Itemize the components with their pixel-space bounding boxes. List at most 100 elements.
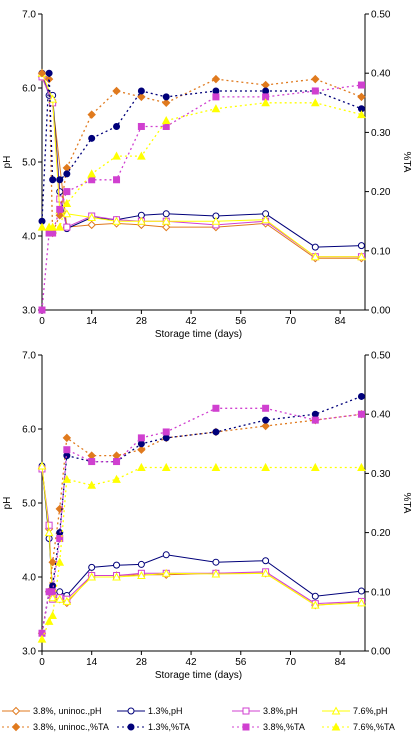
point	[48, 222, 57, 231]
point	[137, 151, 146, 160]
legend-label: 3.8%, uninoc.,pH	[33, 706, 102, 716]
point	[87, 212, 97, 221]
y-axis-label: pH	[2, 497, 13, 510]
point	[357, 587, 365, 595]
point	[137, 122, 145, 130]
y-tick-label: 6.0	[22, 425, 36, 436]
legend-label: 1.3%,%TA	[148, 722, 190, 732]
point	[137, 87, 145, 95]
series-7	[37, 98, 366, 231]
point	[357, 462, 366, 471]
point	[311, 410, 319, 418]
series-line	[42, 102, 362, 228]
point	[357, 598, 366, 607]
point	[161, 116, 171, 125]
point	[137, 434, 145, 442]
y-tick-label: 3.0	[22, 647, 36, 658]
point	[37, 461, 47, 470]
x-tick-label: 56	[235, 657, 247, 668]
point	[63, 446, 71, 454]
legend-label: 3.8%,%TA	[263, 722, 305, 732]
x-tick-label: 56	[235, 316, 247, 327]
point	[44, 528, 54, 537]
point	[44, 74, 54, 84]
point	[262, 557, 270, 565]
point	[88, 134, 96, 142]
legend-item: 7.6%,%TA	[322, 722, 395, 732]
point	[310, 462, 320, 471]
legend-item: 3.8%, uninoc.,%TA	[2, 722, 109, 732]
point	[88, 458, 96, 466]
legend-label: 7.6%,%TA	[353, 722, 395, 732]
series-0	[37, 464, 366, 610]
point	[310, 252, 320, 261]
point	[212, 558, 220, 566]
y2-tick-label: 0.10	[371, 587, 391, 598]
series-6	[38, 404, 365, 637]
legend-item: 1.3%,pH	[117, 706, 183, 716]
y-tick-label: 5.0	[22, 499, 36, 510]
y2-tick-label: 0.30	[371, 128, 391, 139]
point	[62, 198, 72, 207]
point	[62, 596, 72, 605]
point	[162, 428, 170, 436]
point	[161, 216, 171, 225]
x-tick-label: 42	[186, 657, 198, 668]
x-tick-label: 42	[186, 316, 198, 327]
legend-item: 3.8%,pH	[232, 706, 298, 716]
series-3	[37, 461, 366, 609]
legend-label: 7.6%,pH	[353, 706, 388, 716]
point	[162, 551, 170, 559]
point	[48, 557, 57, 567]
x-tick-label: 28	[136, 657, 148, 668]
y-tick-label: 5.0	[22, 158, 36, 169]
point	[45, 521, 53, 529]
point	[63, 223, 71, 231]
point	[48, 610, 57, 619]
x-tick-label: 84	[335, 316, 347, 327]
point	[242, 723, 250, 731]
point	[162, 98, 171, 108]
point	[137, 445, 146, 454]
point	[357, 242, 365, 250]
legend-item: 3.8%,%TA	[232, 722, 305, 732]
point	[211, 74, 221, 84]
point	[88, 176, 96, 184]
point	[311, 87, 319, 95]
y2-tick-label: 0.00	[371, 306, 391, 317]
y2-tick-label: 0.20	[371, 528, 391, 539]
series-7	[37, 462, 366, 643]
point	[310, 98, 320, 107]
point	[211, 216, 221, 225]
point	[357, 252, 366, 261]
point	[137, 216, 146, 225]
point	[11, 706, 21, 716]
point	[113, 122, 121, 130]
y-tick-label: 4.0	[22, 573, 36, 584]
point	[56, 535, 64, 543]
y2-tick-label: 0.40	[371, 69, 391, 80]
legend: 3.8%, uninoc.,pH 1.3%,pH 3.8%,pH 7.6%,pH 3.8…	[2, 706, 395, 732]
series-line	[41, 466, 362, 640]
chart-bottom: 3.0 4.0 5.0 6.0 7.0 0.00 0.10 0.20 0.30 0.40 0.50 0…	[2, 351, 412, 682]
series-6	[38, 81, 365, 314]
point	[261, 98, 270, 107]
point	[242, 707, 250, 715]
point	[55, 594, 65, 603]
point	[162, 222, 171, 232]
legend-label: 3.8%,pH	[263, 706, 298, 716]
point	[48, 593, 57, 602]
point	[87, 572, 97, 581]
point	[37, 222, 47, 231]
series-line	[41, 73, 362, 222]
point	[63, 188, 71, 196]
series-2	[38, 465, 365, 608]
series-line	[41, 84, 362, 311]
point	[212, 404, 220, 412]
point	[113, 176, 121, 184]
x-tick-label: 0	[39, 316, 45, 327]
point	[62, 433, 72, 443]
point	[212, 87, 220, 95]
point	[112, 572, 121, 581]
chart-top: 3.0 4.0 5.0 6.0 7.0 0.00 0.10 0.20 0.30 0.40 0.50 0…	[2, 10, 412, 341]
